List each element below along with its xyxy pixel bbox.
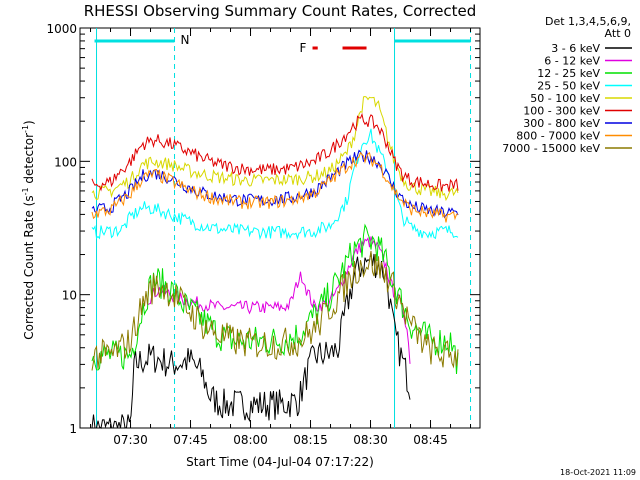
x-tick-label: 07:45 bbox=[173, 433, 208, 447]
y-tick-label: 10 bbox=[62, 289, 77, 303]
legend-label: 7000 - 15000 keV bbox=[502, 142, 600, 155]
legend-label: 800 - 7000 keV bbox=[516, 130, 600, 143]
legend-label: 300 - 800 keV bbox=[523, 117, 600, 130]
x-tick-label: 08:30 bbox=[353, 433, 388, 447]
y-axis-label: Corrected Count Rate (s-1 detector-1) bbox=[21, 120, 36, 339]
series-lines bbox=[91, 95, 459, 429]
y-axis: 1 10 100 1000 bbox=[46, 22, 480, 436]
series-line bbox=[91, 95, 459, 202]
legend-header-line-1: Det 1,3,4,5,6,9, bbox=[545, 15, 631, 28]
legend-label: 3 - 6 keV bbox=[551, 42, 600, 55]
y-tick-label: 1000 bbox=[46, 22, 77, 36]
x-tick-label: 08:15 bbox=[293, 433, 328, 447]
flare-marker: F bbox=[300, 41, 307, 55]
legend-label: 12 - 25 keV bbox=[537, 67, 600, 80]
x-axis: 07:30 07:45 08:00 08:15 08:30 08:45 bbox=[90, 28, 472, 447]
legend-label: 50 - 100 keV bbox=[530, 92, 600, 105]
legend-label: 25 - 50 keV bbox=[537, 80, 600, 93]
series-line bbox=[91, 112, 459, 192]
legend-label: 6 - 12 keV bbox=[544, 55, 600, 68]
plot-frame bbox=[79, 27, 481, 429]
series-line bbox=[91, 151, 459, 223]
series-line bbox=[147, 236, 411, 364]
y-tick-label: 100 bbox=[54, 155, 77, 169]
legend-label: 100 - 300 keV bbox=[523, 105, 600, 118]
y-tick-label: 1 bbox=[69, 422, 77, 436]
x-tick-label: 07:30 bbox=[113, 433, 148, 447]
chart-title: RHESSI Observing Summary Count Rates, Co… bbox=[84, 2, 477, 20]
night-bars bbox=[94, 28, 472, 428]
timestamp: 18-Oct-2021 11:09 bbox=[560, 468, 636, 477]
x-tick-label: 08:00 bbox=[233, 433, 268, 447]
x-axis-label: Start Time (04-Jul-04 07:17:22) bbox=[186, 455, 374, 469]
series-line bbox=[91, 250, 459, 371]
series-line bbox=[91, 252, 411, 429]
x-tick-label: 08:45 bbox=[413, 433, 448, 447]
attenuator-marker: N bbox=[181, 33, 190, 47]
legend-header-line-2: Att 0 bbox=[605, 27, 631, 40]
plot-area: N F bbox=[79, 27, 481, 429]
